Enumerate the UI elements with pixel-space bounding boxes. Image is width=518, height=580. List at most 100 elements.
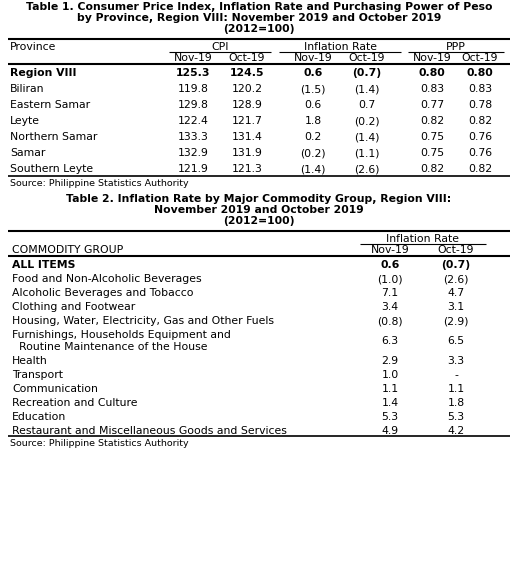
Text: CPI: CPI: [211, 42, 229, 52]
Text: by Province, Region VIII: November 2019 and October 2019: by Province, Region VIII: November 2019 …: [77, 13, 441, 23]
Text: Source: Philippine Statistics Authority: Source: Philippine Statistics Authority: [10, 179, 189, 188]
Text: Clothing and Footwear: Clothing and Footwear: [12, 302, 135, 312]
Text: 5.3: 5.3: [448, 412, 465, 422]
Text: (0.7): (0.7): [352, 68, 382, 78]
Text: Oct-19: Oct-19: [349, 53, 385, 63]
Text: 0.82: 0.82: [420, 116, 444, 126]
Text: 1.0: 1.0: [381, 370, 399, 380]
Text: Eastern Samar: Eastern Samar: [10, 100, 90, 110]
Text: 0.80: 0.80: [467, 68, 493, 78]
Text: 1.4: 1.4: [381, 398, 398, 408]
Text: 0.6: 0.6: [380, 260, 400, 270]
Text: (0.2): (0.2): [300, 148, 326, 158]
Text: 1.8: 1.8: [448, 398, 465, 408]
Text: -: -: [454, 370, 458, 380]
Text: Oct-19: Oct-19: [229, 53, 265, 63]
Text: Communication: Communication: [12, 384, 98, 394]
Text: Nov-19: Nov-19: [294, 53, 333, 63]
Text: (1.1): (1.1): [354, 148, 380, 158]
Text: Leyte: Leyte: [10, 116, 40, 126]
Text: Oct-19: Oct-19: [462, 53, 498, 63]
Text: Housing, Water, Electricity, Gas and Other Fuels: Housing, Water, Electricity, Gas and Oth…: [12, 316, 274, 326]
Text: Inflation Rate: Inflation Rate: [386, 234, 459, 244]
Text: (1.4): (1.4): [300, 164, 326, 174]
Text: 0.83: 0.83: [420, 84, 444, 94]
Text: 0.82: 0.82: [468, 164, 492, 174]
Text: Routine Maintenance of the House: Routine Maintenance of the House: [12, 342, 208, 352]
Text: Alcoholic Beverages and Tobacco: Alcoholic Beverages and Tobacco: [12, 288, 194, 298]
Text: 6.3: 6.3: [381, 336, 398, 346]
Text: Nov-19: Nov-19: [370, 245, 409, 255]
Text: Northern Samar: Northern Samar: [10, 132, 97, 142]
Text: 0.75: 0.75: [420, 132, 444, 142]
Text: Food and Non-Alcoholic Beverages: Food and Non-Alcoholic Beverages: [12, 274, 202, 284]
Text: Inflation Rate: Inflation Rate: [304, 42, 377, 52]
Text: Region VIII: Region VIII: [10, 68, 77, 78]
Text: 120.2: 120.2: [232, 84, 263, 94]
Text: (1.5): (1.5): [300, 84, 326, 94]
Text: 3.4: 3.4: [381, 302, 398, 312]
Text: 131.9: 131.9: [232, 148, 263, 158]
Text: 5.3: 5.3: [381, 412, 398, 422]
Text: 129.8: 129.8: [178, 100, 208, 110]
Text: Samar: Samar: [10, 148, 46, 158]
Text: 119.8: 119.8: [178, 84, 208, 94]
Text: 0.82: 0.82: [420, 164, 444, 174]
Text: PPP: PPP: [446, 42, 466, 52]
Text: Biliran: Biliran: [10, 84, 45, 94]
Text: 2.9: 2.9: [381, 356, 398, 366]
Text: 131.4: 131.4: [232, 132, 263, 142]
Text: Transport: Transport: [12, 370, 63, 380]
Text: Nov-19: Nov-19: [413, 53, 451, 63]
Text: (2.6): (2.6): [443, 274, 469, 284]
Text: Recreation and Culture: Recreation and Culture: [12, 398, 137, 408]
Text: 0.6: 0.6: [305, 100, 322, 110]
Text: 0.76: 0.76: [468, 132, 492, 142]
Text: (1.4): (1.4): [354, 132, 380, 142]
Text: 124.5: 124.5: [230, 68, 264, 78]
Text: 0.6: 0.6: [304, 68, 323, 78]
Text: 125.3: 125.3: [176, 68, 210, 78]
Text: 0.77: 0.77: [420, 100, 444, 110]
Text: 0.78: 0.78: [468, 100, 492, 110]
Text: 133.3: 133.3: [178, 132, 208, 142]
Text: (2.6): (2.6): [354, 164, 380, 174]
Text: 6.5: 6.5: [448, 336, 465, 346]
Text: 128.9: 128.9: [232, 100, 263, 110]
Text: 3.3: 3.3: [448, 356, 465, 366]
Text: 0.82: 0.82: [468, 116, 492, 126]
Text: 7.1: 7.1: [381, 288, 398, 298]
Text: Southern Leyte: Southern Leyte: [10, 164, 93, 174]
Text: 121.9: 121.9: [178, 164, 208, 174]
Text: (1.0): (1.0): [377, 274, 403, 284]
Text: 132.9: 132.9: [178, 148, 208, 158]
Text: (0.2): (0.2): [354, 116, 380, 126]
Text: 4.2: 4.2: [448, 426, 465, 436]
Text: Province: Province: [10, 42, 56, 52]
Text: November 2019 and October 2019: November 2019 and October 2019: [154, 205, 364, 215]
Text: Health: Health: [12, 356, 48, 366]
Text: (2012=100): (2012=100): [223, 24, 295, 34]
Text: 3.1: 3.1: [448, 302, 465, 312]
Text: (2012=100): (2012=100): [223, 216, 295, 226]
Text: (0.8): (0.8): [377, 316, 403, 326]
Text: ALL ITEMS: ALL ITEMS: [12, 260, 76, 270]
Text: (0.7): (0.7): [441, 260, 470, 270]
Text: 4.7: 4.7: [448, 288, 465, 298]
Text: Table 2. Inflation Rate by Major Commodity Group, Region VIII:: Table 2. Inflation Rate by Major Commodi…: [66, 194, 452, 204]
Text: 4.9: 4.9: [381, 426, 398, 436]
Text: 121.7: 121.7: [232, 116, 263, 126]
Text: 0.2: 0.2: [305, 132, 322, 142]
Text: 1.8: 1.8: [305, 116, 322, 126]
Text: 0.76: 0.76: [468, 148, 492, 158]
Text: Table 1. Consumer Price Index, Inflation Rate and Purchasing Power of Peso: Table 1. Consumer Price Index, Inflation…: [26, 2, 492, 12]
Text: Education: Education: [12, 412, 66, 422]
Text: 122.4: 122.4: [178, 116, 208, 126]
Text: Restaurant and Miscellaneous Goods and Services: Restaurant and Miscellaneous Goods and S…: [12, 426, 287, 436]
Text: 0.7: 0.7: [358, 100, 376, 110]
Text: Source: Philippine Statistics Authority: Source: Philippine Statistics Authority: [10, 439, 189, 448]
Text: 0.80: 0.80: [419, 68, 445, 78]
Text: Nov-19: Nov-19: [174, 53, 212, 63]
Text: Oct-19: Oct-19: [438, 245, 474, 255]
Text: (1.4): (1.4): [354, 84, 380, 94]
